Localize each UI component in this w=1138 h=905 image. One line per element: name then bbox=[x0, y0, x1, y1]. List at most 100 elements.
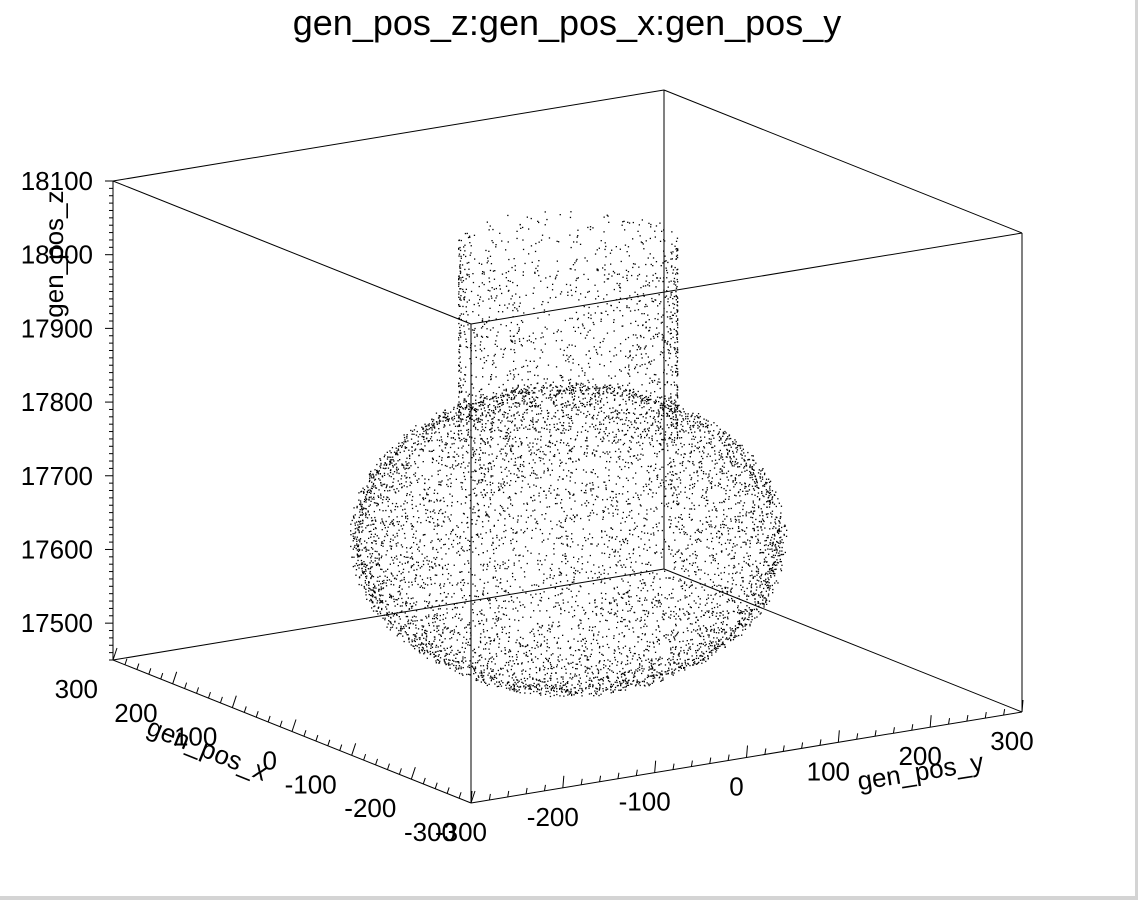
data-point bbox=[772, 589, 773, 590]
data-point bbox=[519, 555, 520, 556]
data-point bbox=[485, 658, 486, 659]
data-point bbox=[481, 473, 482, 474]
data-point bbox=[738, 475, 739, 476]
data-point bbox=[678, 517, 679, 518]
data-point bbox=[607, 386, 608, 387]
data-point bbox=[691, 508, 692, 509]
data-point bbox=[703, 644, 704, 645]
data-point bbox=[596, 388, 597, 389]
data-point bbox=[756, 575, 757, 576]
data-point bbox=[517, 597, 518, 598]
data-point bbox=[512, 387, 513, 388]
data-point bbox=[640, 437, 641, 438]
data-point bbox=[625, 672, 626, 673]
data-point bbox=[782, 547, 783, 548]
data-point bbox=[532, 417, 533, 418]
data-point bbox=[670, 652, 671, 653]
data-point bbox=[487, 492, 488, 493]
data-point bbox=[482, 479, 483, 480]
data-point bbox=[627, 543, 628, 544]
data-point bbox=[403, 443, 404, 444]
data-point bbox=[649, 489, 650, 490]
data-point bbox=[423, 499, 424, 500]
data-point bbox=[498, 397, 499, 398]
data-point bbox=[405, 448, 406, 449]
data-point bbox=[672, 647, 673, 648]
data-point bbox=[462, 580, 463, 581]
data-point bbox=[505, 653, 506, 654]
data-point bbox=[467, 540, 468, 541]
data-point bbox=[631, 518, 632, 519]
data-point bbox=[720, 479, 721, 480]
data-point bbox=[559, 391, 560, 392]
data-point bbox=[687, 548, 688, 549]
data-point bbox=[623, 681, 624, 682]
data-point bbox=[674, 568, 675, 569]
data-point bbox=[416, 569, 417, 570]
data-point bbox=[621, 663, 622, 664]
data-point bbox=[630, 683, 631, 684]
data-point bbox=[519, 560, 520, 561]
data-point bbox=[661, 671, 662, 672]
data-point bbox=[360, 491, 361, 492]
data-point bbox=[591, 643, 592, 644]
data-point bbox=[673, 475, 674, 476]
data-point bbox=[468, 409, 469, 410]
data-point bbox=[429, 560, 430, 561]
data-point bbox=[660, 483, 661, 484]
data-point bbox=[455, 534, 456, 535]
data-point bbox=[430, 451, 431, 452]
data-point bbox=[694, 612, 695, 613]
data-point bbox=[771, 499, 772, 500]
data-point bbox=[702, 524, 703, 525]
data-point bbox=[580, 623, 581, 624]
data-point bbox=[708, 480, 709, 481]
data-point bbox=[709, 617, 710, 618]
data-point bbox=[548, 397, 549, 398]
data-point bbox=[586, 448, 587, 449]
data-point bbox=[778, 542, 779, 543]
data-point bbox=[513, 390, 514, 391]
data-point bbox=[382, 595, 383, 596]
data-point bbox=[730, 635, 731, 636]
data-point bbox=[521, 529, 522, 530]
data-point bbox=[494, 677, 495, 678]
data-point bbox=[758, 573, 759, 574]
data-point bbox=[736, 463, 737, 464]
data-point bbox=[759, 476, 760, 477]
data-point bbox=[564, 390, 565, 391]
data-point bbox=[606, 391, 607, 392]
data-point bbox=[603, 438, 604, 439]
data-point bbox=[410, 548, 411, 549]
data-point bbox=[472, 574, 473, 575]
data-point bbox=[712, 608, 713, 609]
data-point bbox=[634, 612, 635, 613]
y-tick bbox=[526, 788, 527, 794]
data-point bbox=[762, 523, 763, 524]
data-point bbox=[414, 578, 415, 579]
data-point bbox=[442, 441, 443, 442]
data-point bbox=[450, 533, 451, 534]
data-point bbox=[475, 459, 476, 460]
data-point bbox=[638, 497, 639, 498]
data-point bbox=[574, 521, 575, 522]
data-point bbox=[727, 485, 728, 486]
data-point bbox=[391, 597, 392, 598]
data-point bbox=[468, 445, 469, 446]
data-point bbox=[483, 631, 484, 632]
data-point bbox=[482, 452, 483, 453]
data-point bbox=[529, 676, 530, 677]
data-point bbox=[565, 558, 566, 559]
data-point bbox=[438, 428, 439, 429]
data-point bbox=[668, 670, 669, 671]
data-point bbox=[582, 390, 583, 391]
data-point bbox=[658, 487, 659, 488]
data-point bbox=[570, 691, 571, 692]
data-point bbox=[560, 502, 561, 503]
data-point bbox=[715, 526, 716, 527]
data-point bbox=[688, 650, 689, 651]
data-point bbox=[510, 448, 511, 449]
data-point bbox=[454, 457, 455, 458]
data-point bbox=[455, 460, 456, 461]
data-point bbox=[770, 577, 771, 578]
